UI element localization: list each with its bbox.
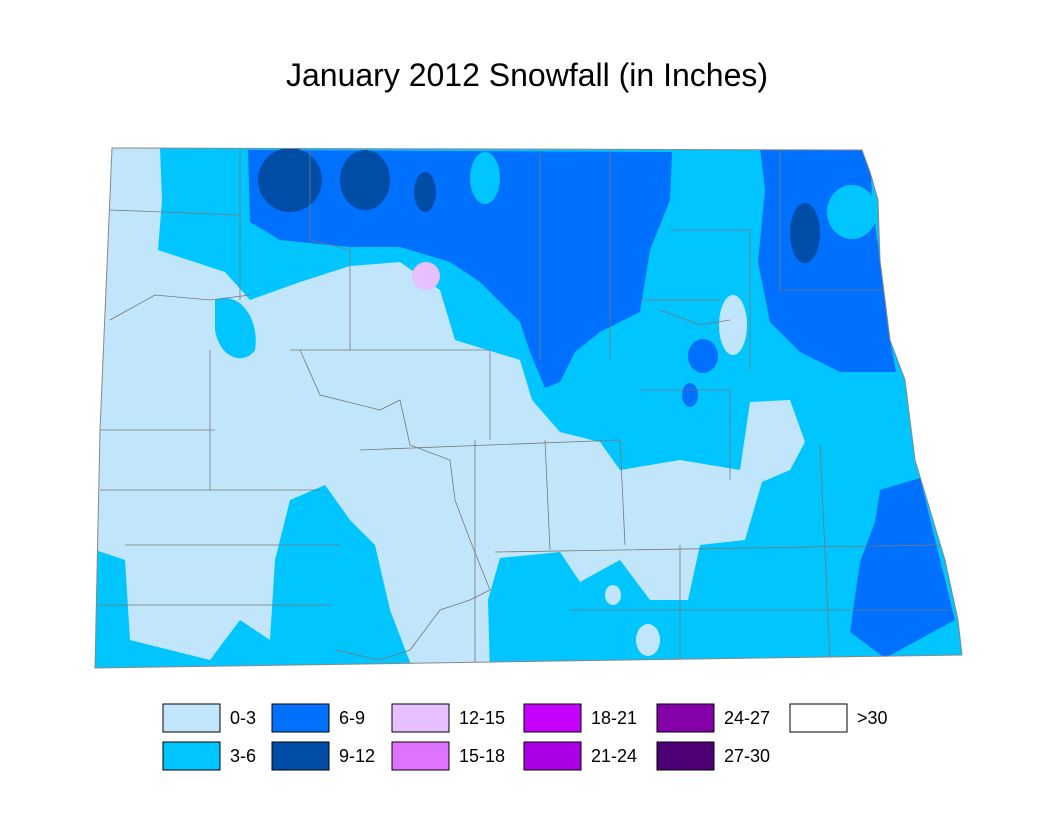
legend-swatch <box>656 703 715 733</box>
zone-6-9 <box>850 478 955 658</box>
legend-label: 15-18 <box>459 746 505 766</box>
zone-3-6 <box>215 298 256 359</box>
legend-label: 12-15 <box>459 708 505 728</box>
zone-0-3 <box>636 624 660 656</box>
zone-3-6 <box>470 152 500 204</box>
zone-0-3 <box>719 295 747 355</box>
zone-3-6 <box>827 185 877 239</box>
legend-label: 27-30 <box>724 746 770 766</box>
zone-9-12 <box>340 150 390 210</box>
legend-swatch <box>162 741 221 771</box>
legend-swatch <box>523 703 582 733</box>
zone-6-9 <box>248 150 672 388</box>
legend-label: 21-24 <box>591 746 637 766</box>
legend-label: 3-6 <box>230 746 256 766</box>
legend-label: 18-21 <box>591 708 637 728</box>
legend-swatch <box>656 741 715 771</box>
zone-3-6 <box>318 538 391 644</box>
legend-label: 9-12 <box>339 746 375 766</box>
zone-9-12 <box>790 203 820 263</box>
zone-0-3 <box>605 585 621 605</box>
legend-swatch <box>271 703 330 733</box>
legend-label: 6-9 <box>339 708 365 728</box>
legend-label: 24-27 <box>724 708 770 728</box>
legend-label: 0-3 <box>230 708 256 728</box>
zone-9-12 <box>258 148 322 212</box>
legend-swatch <box>162 703 221 733</box>
zone-6-9 <box>688 339 718 373</box>
legend: 0-3 3-6 6-9 9-12 12-15 15-18 18-21 21-24 24-27 27… <box>162 703 888 771</box>
snowfall-map <box>95 148 962 668</box>
zone-12-15 <box>412 262 440 290</box>
state-outline <box>94 147 963 669</box>
legend-swatch <box>523 741 582 771</box>
county-lines <box>95 150 950 665</box>
legend-swatch <box>789 703 848 733</box>
legend-label: >30 <box>857 708 888 728</box>
legend-swatch <box>271 741 330 771</box>
map-title: January 2012 Snowfall (in Inches) <box>286 57 768 93</box>
zone-6-9 <box>682 383 698 407</box>
zone-0-3 <box>95 148 805 668</box>
legend-swatch <box>391 703 450 733</box>
zone-9-12 <box>414 172 436 212</box>
legend-swatch <box>391 741 450 771</box>
